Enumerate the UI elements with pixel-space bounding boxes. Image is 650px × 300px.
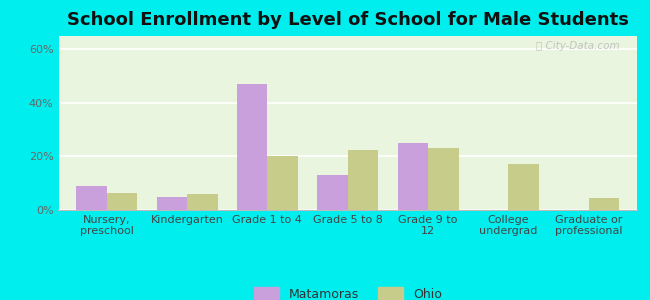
Bar — [187, 194, 218, 210]
Legend: Matamoras, Ohio: Matamoras, Ohio — [249, 282, 447, 300]
Bar — [398, 143, 428, 210]
Title: School Enrollment by Level of School for Male Students: School Enrollment by Level of School for… — [67, 11, 629, 29]
Bar — [157, 196, 187, 210]
Text: ⓘ City-Data.com: ⓘ City-Data.com — [536, 41, 619, 51]
Bar — [348, 150, 378, 210]
Bar — [428, 148, 459, 210]
Bar — [76, 186, 107, 210]
Bar — [107, 193, 137, 210]
Bar — [317, 175, 348, 210]
Bar — [267, 157, 298, 210]
Bar — [237, 84, 267, 210]
Bar — [589, 198, 619, 210]
Bar — [508, 164, 539, 210]
